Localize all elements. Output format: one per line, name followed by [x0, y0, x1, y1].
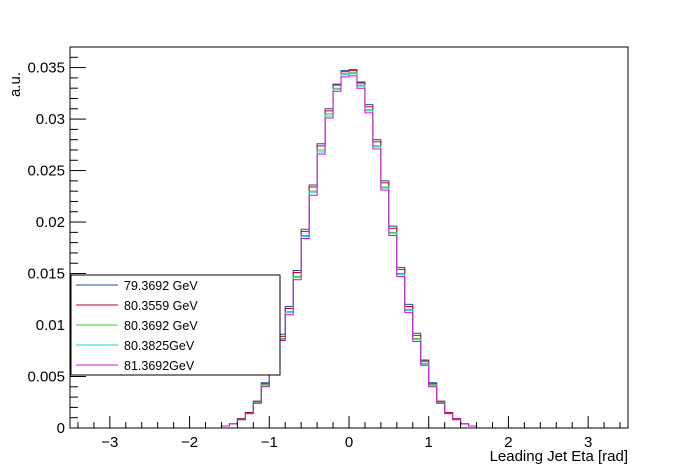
x-axis-ticks: −3 −2 −1 0 1 2 3: [77, 416, 621, 451]
y-tick-label: 0: [57, 420, 65, 437]
x-tick-label: −3: [101, 434, 118, 451]
legend: 79.3692 GeV 80.3559 GeV 80.3692 GeV 80.3825…: [70, 274, 281, 376]
x-tick-label: 2: [504, 434, 512, 451]
x-axis-label: Leading Jet Eta [rad]: [490, 448, 628, 465]
legend-label: 79.3692 GeV: [124, 279, 198, 293]
y-tick-label: 0.02: [36, 214, 65, 231]
x-tick-label: −2: [181, 434, 198, 451]
x-tick-label: −1: [261, 434, 278, 451]
legend-label: 80.3692 GeV: [124, 319, 198, 333]
series-layer: [220, 69, 478, 428]
y-tick-label: 0.035: [27, 60, 65, 77]
x-tick-label: 3: [584, 434, 592, 451]
y-axis-ticks: 0 0.005 0.01 0.015 0.02 0.025 0.03 0.035: [27, 46, 86, 437]
plot-area: −3 −2 −1 0 1 2 3 00.0050.010.0150.020.0250.030…: [27, 46, 629, 451]
y-tick-label: 0.01: [36, 317, 65, 334]
y-tick-label: 0.005: [27, 369, 65, 386]
legend-label: 80.3559 GeV: [124, 299, 198, 313]
series-line-5: [220, 75, 478, 428]
y-tick-label: 0.015: [27, 266, 65, 283]
y-tick-label: 0.03: [36, 111, 65, 128]
legend-label: 81.3692GeV: [124, 359, 195, 373]
y-axis-label: a.u.: [7, 72, 24, 97]
x-tick-label: 0: [345, 434, 353, 451]
x-tick-label: 1: [425, 434, 433, 451]
y-tick-label: 0.025: [27, 163, 65, 180]
legend-label: 80.3825GeV: [124, 339, 195, 353]
